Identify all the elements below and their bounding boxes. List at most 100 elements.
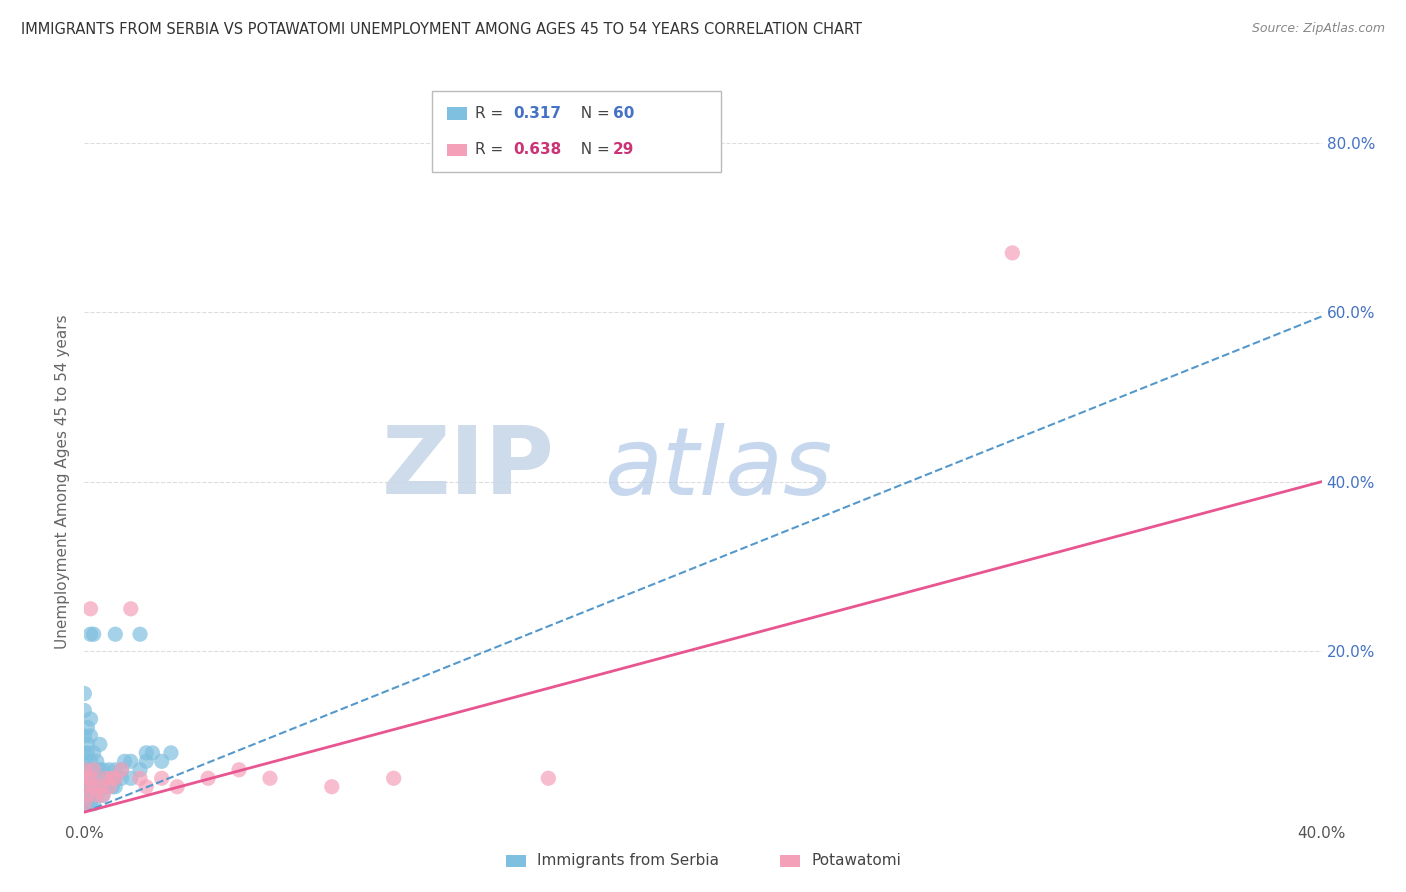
Point [114,755,136,769]
Point [321,780,343,794]
Point [73,729,96,743]
Point [89,780,111,794]
Point [79,771,101,786]
Point [89,763,111,777]
Point [166,780,188,794]
Point [76,746,98,760]
Point [73,763,96,777]
Point [104,771,127,786]
Point [259,771,281,786]
Point [98,771,121,786]
Point [83,763,105,777]
Point [89,737,111,751]
Text: 60: 60 [613,106,634,120]
Text: 29: 29 [613,143,634,157]
Text: IMMIGRANTS FROM SERBIA VS POTAWATOMI UNEMPLOYMENT AMONG AGES 45 TO 54 YEARS CORR: IMMIGRANTS FROM SERBIA VS POTAWATOMI UNE… [21,22,862,37]
Y-axis label: Unemployment Among Ages 45 to 54 years: Unemployment Among Ages 45 to 54 years [55,314,70,649]
Point [79,755,101,769]
Point [89,780,111,794]
Point [94,771,117,786]
Point [129,627,152,641]
Point [91,789,114,803]
Point [79,712,101,726]
Text: ZIP: ZIP [381,422,554,514]
Text: atlas: atlas [605,423,832,514]
Point [150,755,173,769]
Point [129,771,152,786]
Point [73,771,96,786]
Point [76,721,98,735]
Text: N =: N = [571,143,614,157]
Text: R =: R = [475,106,509,120]
Point [86,771,108,786]
Point [73,763,96,777]
Point [98,780,121,794]
Text: N =: N = [571,106,614,120]
Text: Potawatomi: Potawatomi [811,854,901,868]
Point [91,789,114,803]
Point [104,627,127,641]
Point [197,771,219,786]
Point [79,602,101,616]
Point [94,780,117,794]
Point [73,755,96,769]
Point [120,602,142,616]
Point [91,763,114,777]
Point [86,755,108,769]
Text: Immigrants from Serbia: Immigrants from Serbia [537,854,718,868]
Point [76,737,98,751]
Point [101,771,124,786]
Point [110,763,132,777]
Point [382,771,405,786]
Point [76,789,98,803]
Point [73,687,96,701]
Point [86,789,108,803]
Point [79,771,101,786]
Point [79,789,101,803]
Point [1001,245,1024,260]
Point [141,746,163,760]
Point [110,763,132,777]
Point [228,763,250,777]
Point [135,755,157,769]
Point [73,789,96,803]
Point [73,746,96,760]
Text: Source: ZipAtlas.com: Source: ZipAtlas.com [1251,22,1385,36]
Point [150,771,173,786]
Point [86,789,108,803]
Point [537,771,560,786]
Point [104,771,127,786]
Point [110,771,132,786]
Point [101,780,124,794]
Text: 0.638: 0.638 [513,143,561,157]
Point [76,763,98,777]
Point [94,771,117,786]
Point [160,746,183,760]
Point [104,763,127,777]
Point [73,780,96,794]
Point [135,746,157,760]
Point [79,797,101,811]
Point [83,780,105,794]
Point [83,797,105,811]
Point [73,780,96,794]
Point [73,797,96,811]
Point [135,780,157,794]
Text: 0.317: 0.317 [513,106,561,120]
Point [79,729,101,743]
Point [76,771,98,786]
Point [79,780,101,794]
Point [120,755,142,769]
Point [129,763,152,777]
Point [98,763,121,777]
Point [83,746,105,760]
Text: R =: R = [475,143,509,157]
Point [76,797,98,811]
Point [76,771,98,786]
Point [76,780,98,794]
Point [83,627,105,641]
Point [76,789,98,803]
Point [79,627,101,641]
Point [73,797,96,811]
Point [104,780,127,794]
